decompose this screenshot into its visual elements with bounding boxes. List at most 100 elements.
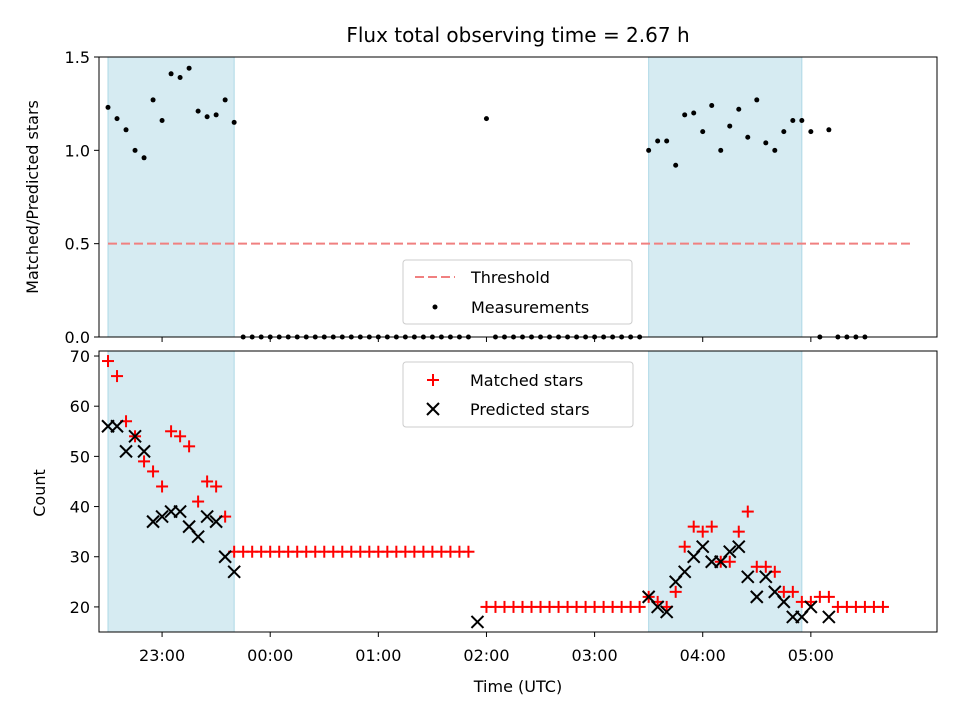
measurement-point	[718, 147, 724, 153]
bottom-legend-box	[402, 361, 634, 428]
measurement-point	[168, 71, 174, 77]
measurement-point	[213, 112, 219, 118]
matched-star-point	[174, 430, 187, 443]
y-tick-label: 1.5	[65, 48, 90, 67]
top-legend-box	[402, 259, 633, 325]
measurement-point	[177, 75, 183, 81]
observing-window-band	[107, 56, 235, 338]
predicted-star-point	[146, 514, 160, 529]
bottom-y-axis-label: Count	[30, 469, 49, 517]
predicted-star-point	[677, 565, 692, 579]
legend-matched-label: Matched stars	[470, 371, 583, 390]
measurement-point	[646, 147, 652, 153]
matched-star-point	[111, 370, 124, 383]
predicted-star-point	[119, 444, 133, 459]
measurement-point	[763, 140, 769, 146]
matched-star-point	[147, 465, 160, 478]
y-tick-label: 0.5	[65, 235, 90, 254]
measurement-point	[195, 108, 201, 114]
measurement-point	[745, 134, 751, 140]
predicted-star-point	[822, 610, 836, 624]
chart-title: Flux total observing time = 2.67 h	[346, 23, 689, 47]
predicted-star-point	[227, 565, 241, 579]
measurement-point	[141, 155, 147, 161]
matched-star-point	[183, 440, 196, 453]
top-x-ticks	[161, 337, 812, 342]
matched-star-point	[102, 355, 115, 368]
matched-star-points	[102, 355, 889, 613]
predicted-star-point	[696, 539, 710, 554]
predicted-star-point	[732, 539, 746, 554]
y-tick-label: 40	[70, 498, 90, 517]
measurement-point	[727, 123, 733, 129]
predicted-star-point	[218, 550, 232, 564]
matched-star-point	[165, 425, 178, 438]
predicted-star-point	[804, 600, 818, 614]
measurement-point	[754, 97, 760, 103]
bottom-axes-frame	[98, 350, 938, 633]
predicted-star-point	[741, 570, 755, 584]
measurement-point	[673, 162, 679, 168]
measurement-point	[772, 147, 778, 153]
measurement-point	[186, 65, 192, 71]
observing-window-band	[107, 350, 235, 633]
y-tick-label: 70	[70, 347, 90, 366]
measurement-point	[682, 112, 688, 118]
x-tick-label: 02:00	[463, 646, 509, 665]
measurement-point	[691, 110, 697, 116]
matched-star-point	[669, 585, 682, 598]
predicted-star-point	[200, 509, 214, 524]
measurement-point	[114, 116, 120, 122]
predicted-star-point	[110, 419, 124, 433]
top-observing-windows	[107, 56, 803, 338]
matched-star-point	[723, 555, 736, 568]
matched-star-point	[156, 480, 169, 493]
matched-star-point	[876, 600, 889, 613]
predicted-star-point	[650, 600, 665, 614]
predicted-star-point	[128, 429, 142, 444]
measurement-point	[799, 117, 805, 123]
x-tick-label: 01:00	[355, 646, 401, 665]
measurement-point	[790, 117, 796, 123]
bottom-observing-windows	[107, 350, 803, 633]
top-axes-frame	[98, 56, 938, 338]
measurement-point	[105, 104, 111, 110]
matched-star-point	[462, 545, 475, 558]
matched-star-point	[201, 475, 214, 488]
y-tick-label: 1.0	[65, 141, 90, 160]
predicted-star-point	[470, 615, 485, 629]
x-tick-label: 04:00	[680, 646, 726, 665]
matched-star-point	[633, 600, 646, 613]
legend-threshold-label: Threshold	[470, 268, 550, 287]
bottom-x-ticks: 23:00 00:00 01:00 02:00 03:00 04:00 05:00	[139, 632, 834, 665]
measurement-point	[159, 117, 165, 123]
legend-measurements-swatch	[432, 304, 438, 310]
measurement-point	[736, 106, 742, 112]
measurement-point	[132, 147, 138, 153]
predicted-star-point	[155, 509, 169, 524]
matched-star-point	[732, 525, 745, 538]
observing-window-band	[648, 56, 803, 338]
matched-star-point	[210, 480, 223, 493]
legend-predicted-swatch	[426, 402, 440, 416]
predicted-star-point	[137, 444, 151, 459]
measurement-point	[123, 127, 129, 133]
top-legend: Threshold Measurements	[402, 259, 633, 325]
measurement-point	[204, 114, 210, 120]
predicted-star-point	[759, 570, 773, 584]
bottom-panel: 20 30 40 50 60 70 23:00 00:00 01:00 02:00 03:00 04…	[30, 347, 938, 696]
measurement-point	[231, 119, 237, 125]
predicted-star-point	[777, 595, 791, 609]
measurement-point	[222, 97, 228, 103]
y-tick-label: 20	[70, 598, 90, 617]
measurement-point	[664, 138, 670, 144]
top-y-ticks: 0.0 0.5 1.0 1.5	[65, 48, 99, 347]
y-tick-label: 30	[70, 548, 90, 567]
matched-star-point	[759, 560, 772, 573]
observing-window-band	[648, 350, 803, 633]
matched-star-point	[822, 590, 835, 603]
y-tick-label: 60	[70, 397, 90, 416]
top-y-axis-label: Matched/Predicted stars	[23, 100, 42, 294]
predicted-star-point	[723, 545, 737, 559]
predicted-star-point	[659, 605, 674, 619]
